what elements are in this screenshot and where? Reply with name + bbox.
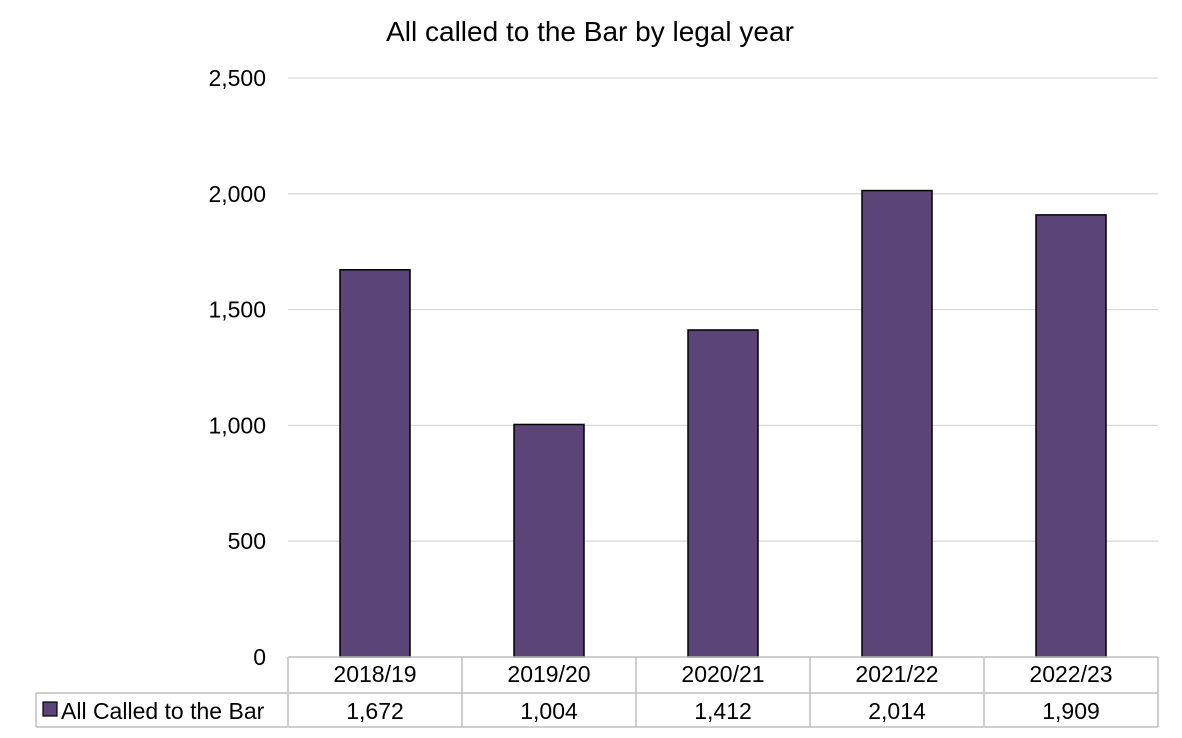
bar [513,423,585,658]
y-tick-label: 0 [253,644,266,670]
data-value-label: 1,909 [1042,698,1100,724]
y-axis: 0 500 1,000 1,500 2,000 2,500 [208,65,266,670]
data-value-label: 2,014 [868,698,926,724]
bar [861,189,933,658]
x-tick-label: 2022/23 [1029,661,1112,687]
y-tick-label: 1,500 [208,297,266,323]
y-tick-label: 1,000 [208,412,266,438]
chart-title: All called to the Bar by legal year [0,16,1182,48]
data-table: 2018/19 1,672 2019/20 1,004 2020/21 1,412 2021… [35,656,1159,728]
y-tick-label: 500 [228,528,266,554]
bars [339,189,1107,658]
bar [687,329,759,658]
data-value-label: 1,412 [694,698,752,724]
x-tick-label: 2021/22 [855,661,938,687]
y-tick-label: 2,000 [208,181,266,207]
bar [1035,214,1107,658]
x-tick-label: 2019/20 [507,661,590,687]
legend-series-name: All Called to the Bar [61,698,265,724]
data-value-label: 1,672 [346,698,404,724]
data-value-label: 1,004 [520,698,578,724]
x-tick-label: 2018/19 [333,661,416,687]
y-tick-label: 2,500 [208,65,266,91]
legend-swatch [42,701,58,717]
chart-title-text: All called to the Bar by legal year [386,16,794,47]
bar [339,269,411,658]
x-tick-label: 2020/21 [681,661,764,687]
